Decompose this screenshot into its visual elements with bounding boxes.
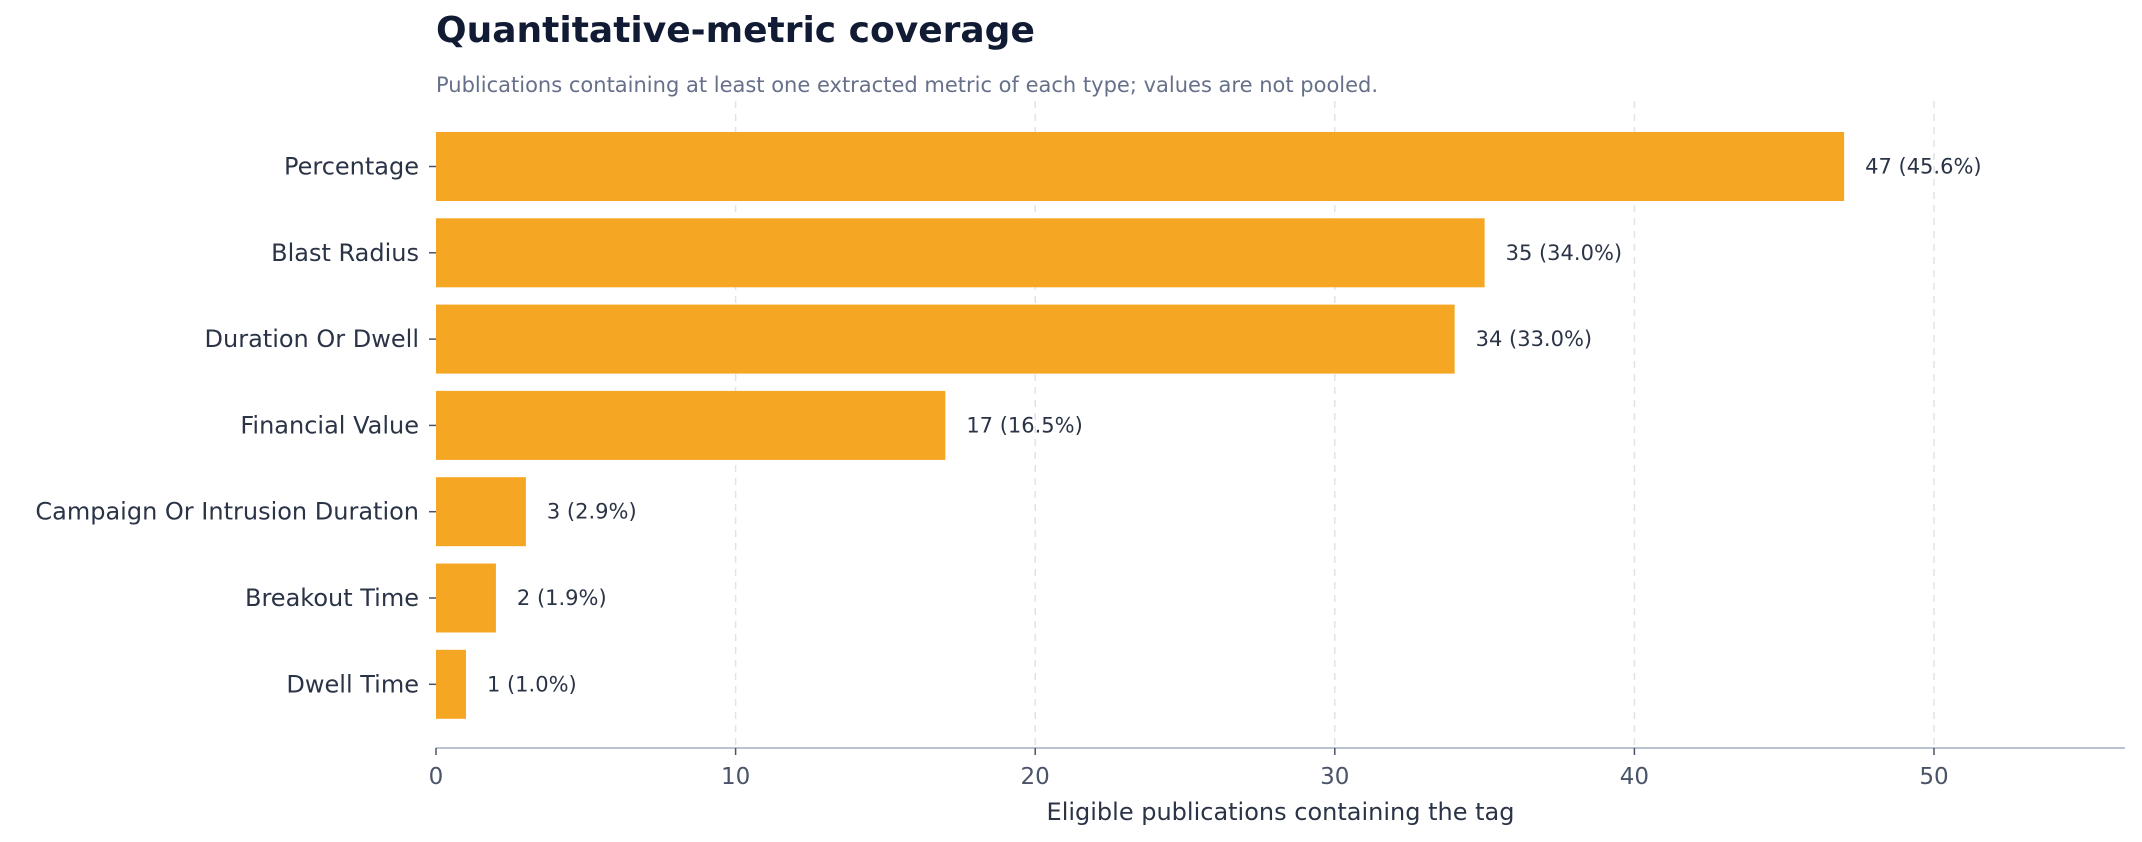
bar-2 (436, 304, 1455, 374)
bar-3 (436, 390, 946, 460)
data-label: 47 (45.6%) (1865, 155, 1982, 179)
x-tick-label: 50 (1919, 764, 1948, 790)
data-label: 3 (2.9%) (547, 500, 637, 524)
category-label: Percentage (284, 153, 419, 181)
x-tick-label: 0 (429, 764, 444, 790)
data-label: 34 (33.0%) (1476, 327, 1593, 351)
bar-1 (436, 218, 1485, 288)
x-tick-label: 20 (1021, 764, 1050, 790)
gridlines (734, 101, 1935, 748)
category-label: Duration Or Dwell (205, 325, 419, 353)
x-tick-label: 30 (1320, 764, 1349, 790)
bars (436, 132, 1845, 719)
bar-5 (436, 563, 496, 633)
labels: Percentage 47 (45.6%) Blast Radius 35 (34.0… (35, 153, 1981, 699)
chart-title: Quantitative-metric coverage (436, 10, 1035, 51)
x-tick-label: 10 (721, 764, 750, 790)
x-axis: 0 10 20 30 40 50 Eligible publications contain… (429, 165, 2125, 826)
chart-subtitle: Publications containing at least one ext… (436, 73, 1379, 97)
x-axis-title: Eligible publications containing the tag (1047, 798, 1515, 826)
bar-6 (436, 649, 466, 719)
data-label: 1 (1.0%) (487, 672, 577, 696)
category-label: Campaign Or Intrusion Duration (35, 498, 419, 526)
data-label: 2 (1.9%) (517, 586, 607, 610)
bar-4 (436, 477, 526, 547)
category-label: Financial Value (240, 411, 419, 439)
category-label: Blast Radius (271, 239, 419, 267)
data-label: 17 (16.5%) (966, 413, 1083, 437)
bar-0 (436, 132, 1845, 201)
category-label: Dwell Time (286, 670, 419, 698)
category-label: Breakout Time (245, 584, 419, 612)
data-label: 35 (34.0%) (1506, 241, 1623, 265)
x-tick-label: 40 (1620, 764, 1649, 790)
